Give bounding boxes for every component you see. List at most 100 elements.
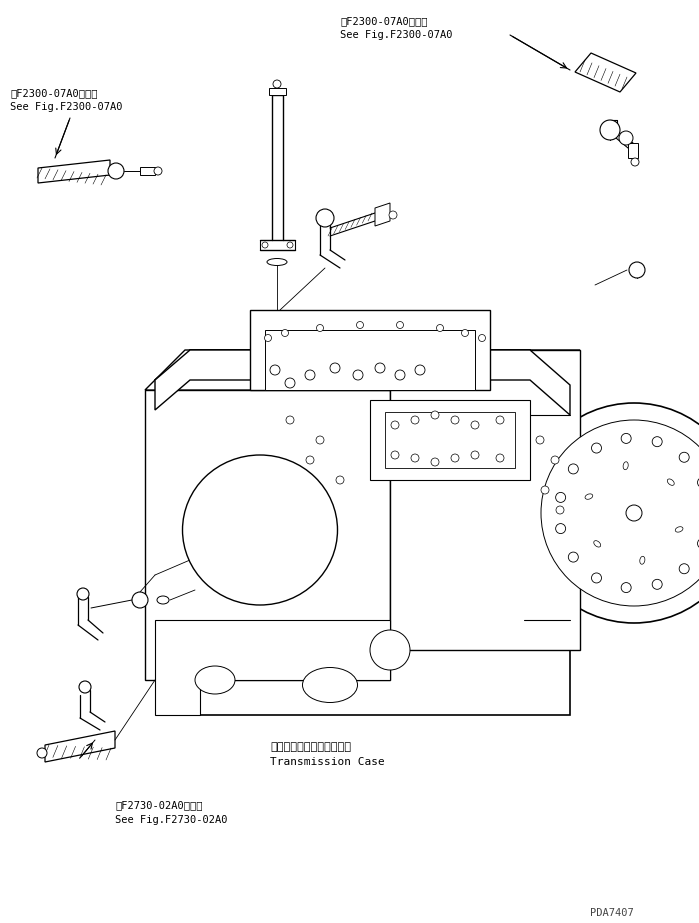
Circle shape xyxy=(631,158,639,166)
Circle shape xyxy=(316,209,334,227)
Circle shape xyxy=(556,523,565,533)
Text: Transmission Case: Transmission Case xyxy=(270,757,384,767)
Ellipse shape xyxy=(195,666,235,694)
Circle shape xyxy=(496,454,504,462)
Circle shape xyxy=(551,456,559,464)
Circle shape xyxy=(316,436,324,444)
Ellipse shape xyxy=(668,479,675,485)
Circle shape xyxy=(336,476,344,484)
Circle shape xyxy=(471,421,479,429)
Circle shape xyxy=(411,416,419,424)
Polygon shape xyxy=(140,167,155,175)
Text: See Fig.F2300-07A0: See Fig.F2300-07A0 xyxy=(340,30,452,40)
Polygon shape xyxy=(390,350,580,650)
Ellipse shape xyxy=(593,541,600,547)
Polygon shape xyxy=(385,412,515,468)
Polygon shape xyxy=(265,330,475,390)
Circle shape xyxy=(451,454,459,462)
Polygon shape xyxy=(38,160,110,183)
Polygon shape xyxy=(155,350,570,415)
Circle shape xyxy=(568,552,578,562)
Circle shape xyxy=(698,477,699,487)
Circle shape xyxy=(287,242,293,248)
Text: 第F2300-07A0図参照: 第F2300-07A0図参照 xyxy=(340,16,428,26)
Circle shape xyxy=(471,451,479,459)
Circle shape xyxy=(479,334,486,342)
Circle shape xyxy=(391,421,399,429)
Ellipse shape xyxy=(267,258,287,266)
Circle shape xyxy=(317,325,324,331)
Text: See Fig.F2300-07A0: See Fig.F2300-07A0 xyxy=(10,102,122,112)
Circle shape xyxy=(273,80,281,88)
Circle shape xyxy=(679,564,689,574)
Circle shape xyxy=(391,451,399,459)
Circle shape xyxy=(621,434,631,443)
Circle shape xyxy=(108,163,124,179)
Circle shape xyxy=(541,486,549,494)
Circle shape xyxy=(600,120,620,140)
Circle shape xyxy=(154,167,162,175)
Circle shape xyxy=(285,378,295,388)
Text: PDA7407: PDA7407 xyxy=(590,908,634,918)
Circle shape xyxy=(370,630,410,670)
Polygon shape xyxy=(370,400,530,480)
Polygon shape xyxy=(45,731,115,762)
Circle shape xyxy=(556,492,565,502)
Circle shape xyxy=(621,582,631,593)
Circle shape xyxy=(353,370,363,380)
Circle shape xyxy=(496,416,504,424)
Circle shape xyxy=(270,365,280,375)
Circle shape xyxy=(306,456,314,464)
Ellipse shape xyxy=(640,557,645,564)
Polygon shape xyxy=(145,390,390,680)
Circle shape xyxy=(541,420,699,606)
Circle shape xyxy=(698,538,699,548)
Circle shape xyxy=(591,573,602,583)
Circle shape xyxy=(262,242,268,248)
Circle shape xyxy=(282,330,289,337)
Polygon shape xyxy=(250,310,490,390)
Circle shape xyxy=(356,321,363,329)
Text: 第F2730-02A0図参照: 第F2730-02A0図参照 xyxy=(115,800,203,810)
Circle shape xyxy=(679,452,689,462)
Text: 第F2300-07A0図参照: 第F2300-07A0図参照 xyxy=(10,88,97,98)
Text: トランスミッションケース: トランスミッションケース xyxy=(270,742,351,752)
Circle shape xyxy=(411,454,419,462)
Circle shape xyxy=(264,334,271,342)
Circle shape xyxy=(536,436,544,444)
Ellipse shape xyxy=(157,596,169,604)
Circle shape xyxy=(524,403,699,623)
Polygon shape xyxy=(269,88,286,95)
Circle shape xyxy=(375,363,385,373)
Circle shape xyxy=(451,416,459,424)
Circle shape xyxy=(629,262,645,278)
Ellipse shape xyxy=(182,455,338,605)
Circle shape xyxy=(396,321,403,329)
Circle shape xyxy=(77,588,89,600)
Circle shape xyxy=(556,506,564,514)
Text: See Fig.F2730-02A0: See Fig.F2730-02A0 xyxy=(115,815,227,825)
Ellipse shape xyxy=(585,494,593,499)
Circle shape xyxy=(389,211,397,219)
Circle shape xyxy=(305,370,315,380)
Circle shape xyxy=(436,325,443,331)
Polygon shape xyxy=(155,350,570,715)
Circle shape xyxy=(286,416,294,424)
Circle shape xyxy=(626,505,642,521)
Ellipse shape xyxy=(675,527,683,533)
Circle shape xyxy=(652,437,662,447)
Circle shape xyxy=(395,370,405,380)
Ellipse shape xyxy=(623,462,628,470)
Circle shape xyxy=(652,580,662,589)
Circle shape xyxy=(330,363,340,373)
Circle shape xyxy=(568,464,578,473)
Circle shape xyxy=(415,365,425,375)
Circle shape xyxy=(132,592,148,608)
Polygon shape xyxy=(145,350,580,390)
Circle shape xyxy=(431,411,439,419)
Circle shape xyxy=(37,748,47,758)
Polygon shape xyxy=(575,53,636,92)
Circle shape xyxy=(431,458,439,466)
Polygon shape xyxy=(155,620,390,715)
Circle shape xyxy=(461,330,468,337)
